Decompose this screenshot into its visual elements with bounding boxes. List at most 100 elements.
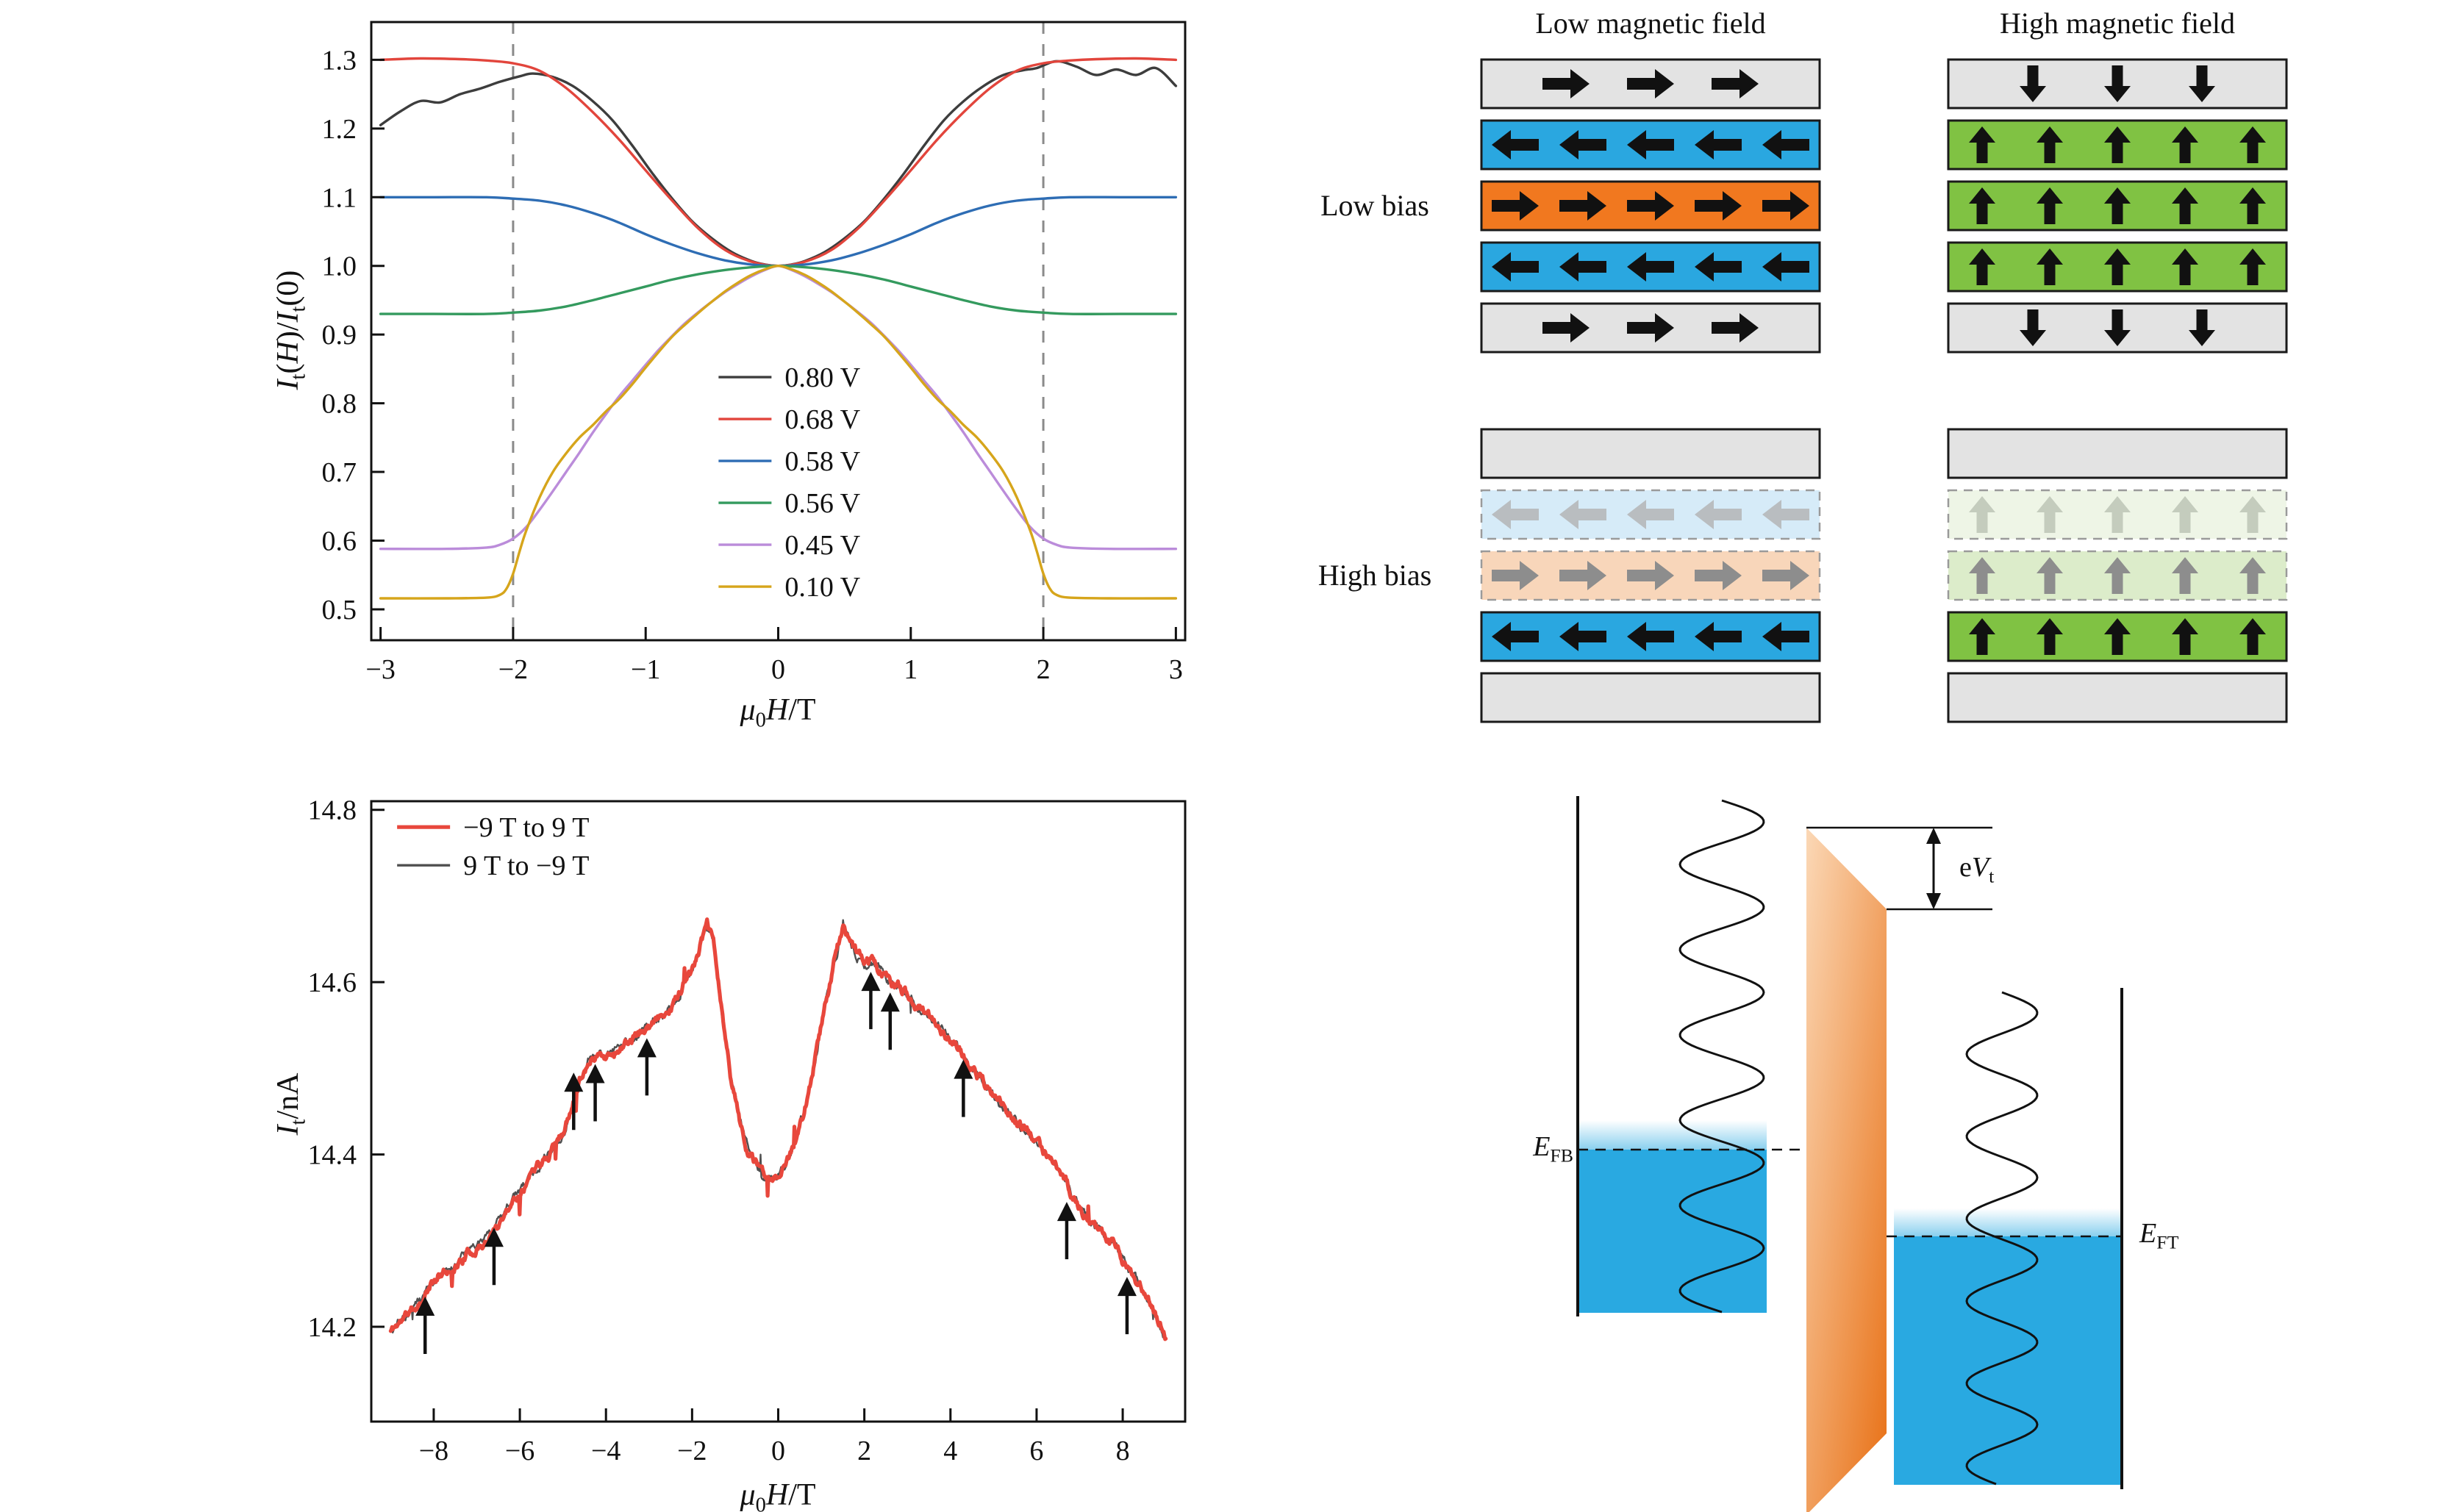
moment-arrow-up: [2104, 248, 2131, 285]
moment-arrow-left: [1492, 252, 1539, 282]
moment-arrow-left: [1695, 130, 1742, 160]
x-tick-label: −3: [365, 654, 395, 685]
plot-frame: [370, 800, 1187, 1423]
y-tick-label: 0.5: [322, 595, 357, 626]
moment-arrow-left: [1559, 500, 1606, 529]
moment-arrow-up: [2172, 496, 2198, 533]
moment-arrow-right: [1559, 561, 1606, 590]
series-line: [379, 196, 1178, 268]
moment-arrow-up: [2239, 496, 2266, 533]
step-arrow-head: [1117, 1277, 1137, 1297]
series-line: [379, 265, 1178, 551]
x-tick-label: 2: [857, 1436, 871, 1466]
step-arrow-head: [880, 992, 900, 1012]
x-tick-label: −1: [631, 654, 660, 685]
moment-arrow-right: [1492, 561, 1539, 590]
legend-label: 0.58 V: [784, 446, 860, 477]
moment-arrow-right: [1542, 313, 1590, 343]
series-line: [379, 265, 1178, 315]
moment-arrow-left: [1559, 130, 1606, 160]
moment-arrow-left: [1695, 500, 1742, 529]
moment-arrow-up: [2104, 557, 2131, 594]
series-line: [379, 57, 1178, 268]
moment-arrow-right: [1712, 69, 1759, 98]
chart-normalized-current: −3 −2 −1 0 1 2 3 0.5 0.6 0.7 0.8 0.9 1.0 1.1 1.2 1.3 0.8…: [322, 21, 1187, 685]
moment-arrow-up: [2172, 187, 2198, 224]
evt-arrow-head-up: [1926, 828, 1941, 844]
moment-arrow-up: [1969, 557, 1995, 594]
stack-layer: [1480, 428, 1821, 479]
moment-arrow-down: [2020, 309, 2046, 346]
moment-arrow-left: [1627, 500, 1674, 529]
moment-arrow-up: [2172, 126, 2198, 163]
moment-arrow-down: [2189, 65, 2215, 102]
moment-arrow-up: [2037, 248, 2063, 285]
moment-arrow-right: [1627, 313, 1674, 343]
chart1-y-axis-label: It(H)/It(0): [271, 270, 310, 390]
legend-label: −9 T to 9 T: [463, 812, 589, 843]
chart-field-sweep: −8 −6 −4 −2 0 2 4 6 8 14.2 14.4 14.6 14.8 −9 T to 9 T…: [308, 795, 1187, 1466]
x-tick-label: 8: [1116, 1436, 1130, 1466]
moment-arrow-left: [1492, 622, 1539, 651]
moment-arrow-right: [1762, 191, 1809, 221]
moment-arrow-up: [2104, 618, 2131, 655]
y-tick-label: 14.2: [308, 1312, 357, 1343]
panel-normalized-current: −3 −2 −1 0 1 2 3 0.5 0.6 0.7 0.8 0.9 1.0 1.1 1.2 1.3 0.8…: [0, 0, 1294, 781]
column-title-high-field: High magnetic field: [2000, 7, 2235, 40]
moment-arrow-right: [1542, 69, 1590, 98]
eft-label: EFT: [2139, 1218, 2179, 1253]
stack-panel-col0-row1: [1480, 428, 1821, 723]
step-arrow-head: [861, 972, 881, 992]
row-label-low-bias: Low bias: [1320, 189, 1429, 222]
y-tick-label: 1.3: [322, 45, 357, 76]
moment-arrow-up: [2037, 187, 2063, 224]
x-tick-label: 3: [1169, 654, 1183, 685]
moment-arrow-up: [1969, 618, 1995, 655]
x-tick-label: −8: [419, 1436, 448, 1466]
moment-arrow-up: [2239, 557, 2266, 594]
step-arrow-head: [564, 1072, 584, 1092]
stack-panel-col0-row0: [1480, 58, 1821, 354]
right-dos-wave: [1965, 991, 2039, 1486]
left-dos-wave: [1678, 799, 1765, 1314]
y-tick-label: 0.7: [322, 457, 357, 488]
step-arrow-head: [1056, 1202, 1076, 1222]
moment-arrow-left: [1627, 130, 1674, 160]
moment-arrow-right: [1695, 561, 1742, 590]
moment-arrow-left: [1762, 622, 1809, 651]
chart2-y-axis-label: It/nA: [271, 1072, 310, 1136]
x-tick-label: −6: [505, 1436, 534, 1466]
moment-arrow-right: [1627, 191, 1674, 221]
legend-label: 0.45 V: [784, 530, 860, 561]
stack-panel-col1-row1: [1947, 428, 2288, 723]
y-tick-label: 14.8: [308, 795, 357, 826]
series-line: [379, 265, 1178, 600]
moment-arrow-up: [2239, 618, 2266, 655]
evt-arrow-head-down: [1926, 893, 1941, 909]
moment-arrow-right: [1559, 191, 1606, 221]
moment-arrow-left: [1695, 252, 1742, 282]
moment-arrow-up: [2172, 618, 2198, 655]
moment-arrow-left: [1559, 252, 1606, 282]
y-tick-label: 14.6: [308, 967, 357, 998]
moment-arrow-right: [1492, 191, 1539, 221]
y-tick-label: 1.0: [322, 251, 357, 282]
moment-arrow-left: [1762, 500, 1809, 529]
moment-arrow-up: [2037, 557, 2063, 594]
y-tick-label: 1.2: [322, 114, 357, 145]
moment-arrow-left: [1492, 500, 1539, 529]
moment-arrow-up: [2239, 126, 2266, 163]
x-tick-label: −2: [677, 1436, 707, 1466]
moment-arrow-left: [1762, 252, 1809, 282]
moment-arrow-down: [2189, 309, 2215, 346]
y-tick-label: 0.8: [322, 389, 357, 420]
moment-arrow-down: [2020, 65, 2046, 102]
x-tick-label: −2: [498, 654, 528, 685]
evt-label: eVt: [1959, 852, 1995, 887]
moment-arrow-right: [1762, 561, 1809, 590]
step-arrow-head: [637, 1038, 657, 1058]
chart1-x-axis-label: μ0H/T: [740, 693, 816, 732]
moment-arrow-up: [1969, 187, 1995, 224]
moment-arrow-right: [1627, 69, 1674, 98]
